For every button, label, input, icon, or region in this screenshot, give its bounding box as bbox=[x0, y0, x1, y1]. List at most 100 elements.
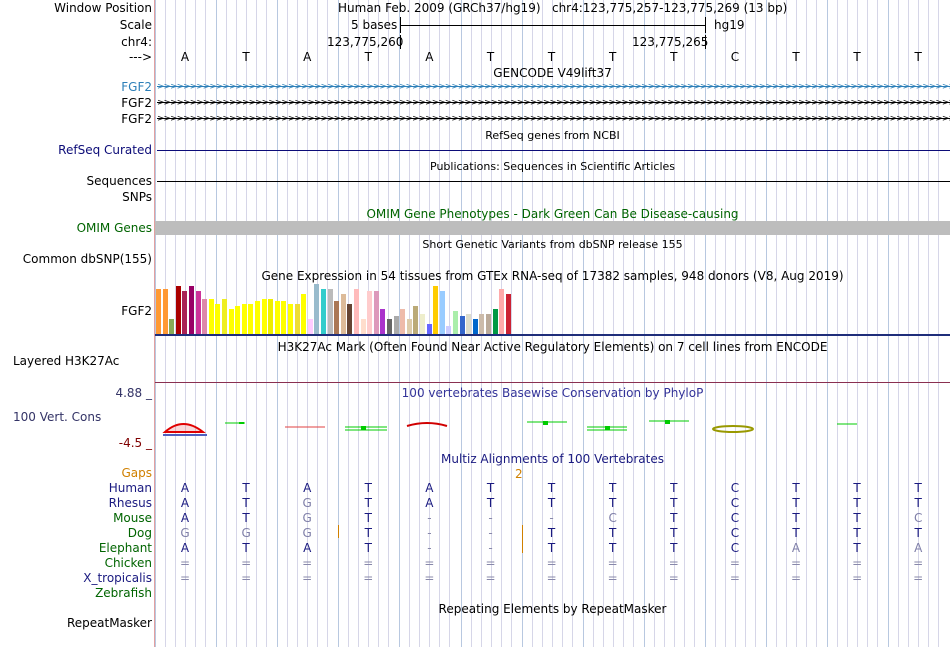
h3k27ac-track-label[interactable]: Layered H3K27Ac bbox=[13, 354, 120, 368]
gap-marker-1 bbox=[338, 525, 339, 538]
gtex-tissue-bar[interactable] bbox=[492, 309, 498, 334]
gtex-tissue-bar[interactable] bbox=[466, 314, 472, 334]
gene-feature-3[interactable]: >>>>>>>>>>>>>>>>>>>>>>>>>>>>>>>>>>>>>>>>… bbox=[157, 115, 950, 123]
dbsnp-track-label[interactable]: Common dbSNP(155) bbox=[22, 252, 152, 266]
gtex-tissue-bar[interactable] bbox=[235, 306, 241, 334]
gtex-tissue-bar[interactable] bbox=[347, 304, 353, 334]
gtex-tissue-bar[interactable] bbox=[261, 299, 267, 334]
gtex-tissue-bar[interactable] bbox=[426, 324, 432, 334]
species-label-human[interactable]: Human bbox=[108, 481, 152, 495]
gene-label-fgf2-3[interactable]: FGF2 bbox=[121, 112, 152, 126]
gtex-tissue-bar[interactable] bbox=[453, 311, 458, 334]
alignment-base: = bbox=[729, 571, 740, 585]
reference-base: T bbox=[364, 50, 372, 64]
gtex-tissue-bar[interactable] bbox=[334, 301, 340, 334]
gtex-tissue-bar[interactable] bbox=[156, 289, 161, 334]
gtex-tissue-bar[interactable] bbox=[248, 304, 254, 334]
gtex-tissue-bar[interactable] bbox=[169, 319, 175, 334]
alignment-base: A bbox=[791, 541, 801, 555]
snps-track-label[interactable]: SNPs bbox=[122, 190, 152, 204]
gene-line bbox=[157, 118, 950, 119]
alignment-base: T bbox=[792, 526, 800, 540]
alignment-base: T bbox=[364, 541, 372, 555]
species-label-rhesus[interactable]: Rhesus bbox=[108, 496, 152, 510]
gtex-tissue-bar[interactable] bbox=[439, 291, 445, 334]
publications-track-label[interactable]: Sequences bbox=[86, 174, 152, 188]
gtex-tissue-bar[interactable] bbox=[459, 316, 465, 334]
gene-label-fgf2-1[interactable]: FGF2 bbox=[121, 80, 152, 94]
omim-phenotype-bar[interactable] bbox=[155, 221, 950, 235]
gtex-tissue-bar[interactable] bbox=[202, 299, 208, 334]
gtex-tissue-bar[interactable] bbox=[274, 301, 280, 334]
phylop-conservation-plot[interactable] bbox=[155, 406, 950, 440]
grid-line bbox=[683, 0, 685, 647]
gtex-tissue-bar[interactable] bbox=[208, 299, 214, 334]
gtex-tissue-bar[interactable] bbox=[307, 319, 313, 334]
gtex-tissue-bar[interactable] bbox=[420, 314, 425, 334]
gtex-tissue-bar[interactable] bbox=[367, 291, 373, 334]
gene-label-fgf2-2[interactable]: FGF2 bbox=[121, 96, 152, 110]
gtex-tissue-bar[interactable] bbox=[446, 326, 452, 334]
alignment-base: T bbox=[364, 496, 372, 510]
refseq-gene-line[interactable] bbox=[157, 150, 950, 151]
species-label-dog[interactable]: Dog bbox=[127, 526, 152, 540]
gtex-tissue-bar[interactable] bbox=[241, 304, 247, 334]
gtex-tissue-bar[interactable] bbox=[294, 304, 300, 334]
alignment-base: T bbox=[670, 511, 678, 525]
gtex-tissue-bar[interactable] bbox=[162, 289, 168, 334]
gtex-gene-label[interactable]: FGF2 bbox=[121, 304, 152, 318]
gtex-tissue-bar[interactable] bbox=[380, 309, 386, 334]
gtex-tissue-bar[interactable] bbox=[288, 304, 293, 334]
phylop-track-label[interactable]: 100 Vert. Cons bbox=[13, 410, 102, 424]
gtex-tissue-bar[interactable] bbox=[321, 289, 326, 334]
species-label-elephant[interactable]: Elephant bbox=[98, 541, 152, 555]
grid-line bbox=[938, 0, 940, 647]
gtex-tissue-bar[interactable] bbox=[486, 314, 491, 334]
publications-line[interactable] bbox=[157, 181, 950, 182]
gtex-tissue-bar[interactable] bbox=[189, 286, 194, 334]
gtex-tissue-bar[interactable] bbox=[228, 309, 234, 334]
gtex-tissue-bar[interactable] bbox=[314, 284, 320, 334]
repeatmasker-track-label[interactable]: RepeatMasker bbox=[66, 616, 152, 630]
gtex-tissue-bar[interactable] bbox=[327, 289, 333, 334]
gtex-tissue-bar[interactable] bbox=[281, 301, 287, 334]
gtex-tissue-bar[interactable] bbox=[222, 299, 227, 334]
refseq-track-label[interactable]: RefSeq Curated bbox=[58, 143, 152, 157]
gtex-tissue-bar[interactable] bbox=[413, 306, 419, 334]
gtex-tissue-bar[interactable] bbox=[255, 301, 260, 334]
gtex-tissue-bar[interactable] bbox=[505, 294, 511, 334]
gtex-tissue-bar[interactable] bbox=[433, 286, 439, 334]
alignment-base: = bbox=[852, 556, 863, 570]
species-label-mouse[interactable]: Mouse bbox=[113, 511, 152, 525]
gtex-tissue-bar[interactable] bbox=[400, 309, 406, 334]
gtex-tissue-bar[interactable] bbox=[406, 319, 412, 334]
gtex-tissue-bar[interactable] bbox=[354, 289, 359, 334]
grid-line bbox=[766, 0, 767, 647]
reference-base: A bbox=[303, 50, 312, 64]
gtex-tissue-bar[interactable] bbox=[472, 319, 478, 334]
gtex-tissue-bar[interactable] bbox=[360, 319, 366, 334]
omim-track-label[interactable]: OMIM Genes bbox=[76, 221, 152, 235]
gtex-tissue-bar[interactable] bbox=[195, 291, 201, 334]
gtex-tissue-bar[interactable] bbox=[215, 304, 221, 334]
species-label-chicken[interactable]: Chicken bbox=[104, 556, 152, 570]
species-label-zebrafish[interactable]: Zebrafish bbox=[95, 586, 152, 600]
gtex-tissue-bar[interactable] bbox=[340, 294, 346, 334]
gtex-tissue-bar[interactable] bbox=[175, 286, 181, 334]
alignment-base: T bbox=[853, 526, 861, 540]
gene-feature-2[interactable]: >>>>>>>>>>>>>>>>>>>>>>>>>>>>>>>>>>>>>>>>… bbox=[157, 99, 950, 107]
alignment-base: T bbox=[609, 496, 617, 510]
gtex-tissue-bar[interactable] bbox=[268, 299, 274, 334]
gtex-tissue-bar[interactable] bbox=[373, 291, 379, 334]
gtex-tissue-bar[interactable] bbox=[301, 294, 307, 334]
gtex-tissue-bar[interactable] bbox=[499, 289, 505, 334]
species-label-x_tropicalis[interactable]: X_tropicalis bbox=[83, 571, 152, 585]
gtex-expression-chart[interactable] bbox=[155, 284, 535, 334]
gtex-tissue-bar[interactable] bbox=[182, 291, 188, 334]
gtex-tissue-bar[interactable] bbox=[479, 314, 485, 334]
gtex-tissue-bar[interactable] bbox=[393, 316, 399, 334]
coord-left: 123,775,260 bbox=[327, 35, 404, 49]
gtex-tissue-bar[interactable] bbox=[387, 319, 392, 334]
gene-feature-1[interactable]: >>>>>>>>>>>>>>>>>>>>>>>>>>>>>>>>>>>>>>>>… bbox=[157, 83, 950, 91]
alignment-base: T bbox=[364, 511, 372, 525]
